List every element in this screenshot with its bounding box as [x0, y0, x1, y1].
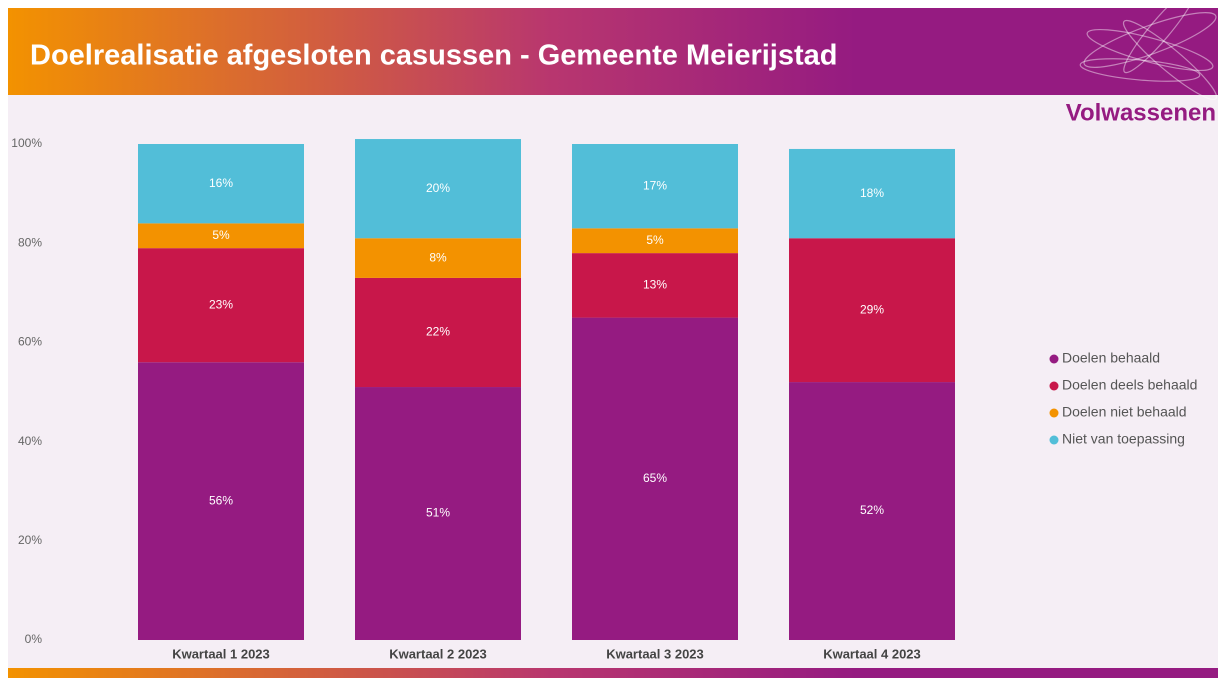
legend-marker: [1050, 436, 1059, 445]
data-label: 18%: [860, 186, 884, 200]
y-tick-label: 80%: [18, 235, 42, 249]
legend-label: Doelen deels behaald: [1062, 377, 1197, 393]
legend-label: Doelen behaald: [1062, 350, 1160, 366]
y-tick-label: 20%: [18, 533, 42, 547]
x-tick-label: Kwartaal 1 2023: [172, 646, 270, 661]
x-tick-label: Kwartaal 4 2023: [823, 646, 921, 661]
data-label: 22%: [426, 325, 450, 339]
data-label: 16%: [209, 176, 233, 190]
y-tick-label: 60%: [18, 335, 42, 349]
data-label: 65%: [643, 471, 667, 485]
data-label: 56%: [209, 493, 233, 507]
legend-marker: [1050, 409, 1059, 418]
footer-band: [8, 668, 1218, 678]
y-tick-label: 100%: [11, 136, 42, 150]
page: Doelrealisatie afgesloten casussen - Gem…: [0, 0, 1222, 680]
data-label: 5%: [646, 233, 664, 247]
data-label: 51%: [426, 506, 450, 520]
data-label: 17%: [643, 178, 667, 192]
data-label: 5%: [212, 228, 230, 242]
x-tick-label: Kwartaal 2 2023: [389, 646, 487, 661]
y-tick-label: 0%: [25, 632, 43, 646]
chart: Doelrealisatie afgesloten casussen - Gem…: [0, 0, 1222, 680]
data-label: 20%: [426, 181, 450, 195]
data-label: 13%: [643, 278, 667, 292]
data-label: 8%: [429, 250, 447, 264]
data-label: 52%: [860, 503, 884, 517]
y-tick-label: 40%: [18, 434, 42, 448]
legend-marker: [1050, 382, 1059, 391]
data-label: 23%: [209, 297, 233, 311]
legend-marker: [1050, 355, 1059, 364]
legend-label: Niet van toepassing: [1062, 431, 1185, 447]
data-label: 29%: [860, 302, 884, 316]
legend-label: Doelen niet behaald: [1062, 404, 1187, 420]
subtitle: Volwassenen: [1066, 99, 1216, 126]
x-tick-label: Kwartaal 3 2023: [606, 646, 704, 661]
chart-title: Doelrealisatie afgesloten casussen - Gem…: [30, 40, 838, 72]
